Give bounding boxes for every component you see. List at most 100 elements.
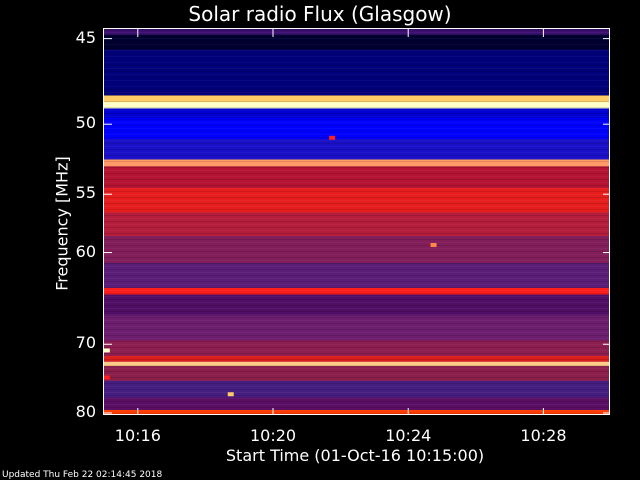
texture-line bbox=[104, 176, 609, 177]
frequency-band bbox=[104, 49, 609, 96]
texture-line bbox=[104, 122, 609, 123]
texture-line bbox=[104, 410, 609, 411]
texture-line bbox=[104, 32, 609, 33]
texture-line bbox=[104, 296, 609, 297]
texture-line bbox=[104, 125, 609, 126]
texture-line bbox=[104, 356, 609, 357]
burst-spot bbox=[329, 135, 336, 140]
texture-line bbox=[104, 269, 609, 270]
texture-line bbox=[104, 398, 609, 399]
texture-line bbox=[104, 320, 609, 321]
texture-line bbox=[104, 143, 609, 144]
texture-line bbox=[104, 236, 609, 237]
texture-line bbox=[104, 329, 609, 330]
texture-line bbox=[104, 221, 609, 222]
texture-line bbox=[104, 392, 609, 393]
texture-line bbox=[104, 131, 609, 132]
texture-line bbox=[104, 371, 609, 372]
texture-line bbox=[104, 98, 609, 99]
texture-line bbox=[104, 335, 609, 336]
texture-line bbox=[104, 353, 609, 354]
frequency-band bbox=[104, 355, 609, 362]
texture-line bbox=[104, 140, 609, 141]
texture-line bbox=[104, 248, 609, 249]
texture-line bbox=[104, 401, 609, 402]
texture-line bbox=[104, 308, 609, 309]
spectrogram-heatmap bbox=[104, 29, 609, 414]
frequency-band bbox=[104, 263, 609, 288]
texture-line bbox=[104, 173, 609, 174]
y-tick-label: 50 bbox=[75, 113, 96, 133]
frequency-band bbox=[104, 159, 609, 167]
texture-line bbox=[104, 185, 609, 186]
texture-line bbox=[104, 107, 609, 108]
texture-line bbox=[104, 311, 609, 312]
y-tick-label: 45 bbox=[75, 27, 96, 47]
texture-line bbox=[104, 128, 609, 129]
texture-line bbox=[104, 200, 609, 201]
texture-line bbox=[104, 317, 609, 318]
texture-line bbox=[104, 299, 609, 300]
texture-line bbox=[104, 242, 609, 243]
texture-line bbox=[104, 89, 609, 90]
frequency-band bbox=[104, 139, 609, 160]
frequency-band bbox=[104, 187, 609, 213]
texture-line bbox=[104, 281, 609, 282]
x-tick-label: 10:24 bbox=[385, 426, 432, 445]
texture-line bbox=[104, 341, 609, 342]
frequency-band bbox=[104, 294, 609, 316]
frequency-band bbox=[104, 212, 609, 237]
texture-line bbox=[104, 227, 609, 228]
texture-line bbox=[104, 161, 609, 162]
texture-line bbox=[104, 95, 609, 96]
texture-line bbox=[104, 323, 609, 324]
texture-line bbox=[104, 395, 609, 396]
x-tick-label: 10:20 bbox=[250, 426, 297, 445]
frequency-band bbox=[104, 117, 609, 140]
frequency-band bbox=[104, 287, 609, 295]
texture-line bbox=[104, 380, 609, 381]
burst-spot bbox=[104, 375, 110, 380]
texture-line bbox=[104, 50, 609, 51]
y-tick-label: 70 bbox=[75, 333, 96, 353]
texture-line bbox=[104, 179, 609, 180]
texture-line bbox=[104, 170, 609, 171]
texture-line bbox=[104, 29, 609, 30]
texture-line bbox=[104, 284, 609, 285]
texture-line bbox=[104, 290, 609, 291]
texture-line bbox=[104, 137, 609, 138]
texture-line bbox=[104, 56, 609, 57]
texture-line bbox=[104, 413, 609, 414]
texture-line bbox=[104, 365, 609, 366]
texture-line bbox=[104, 233, 609, 234]
texture-line bbox=[104, 203, 609, 204]
texture-line bbox=[104, 35, 609, 36]
frequency-band bbox=[104, 236, 609, 264]
texture-line bbox=[104, 389, 609, 390]
texture-line bbox=[104, 119, 609, 120]
texture-line bbox=[104, 287, 609, 288]
x-axis-label: Start Time (01-Oct-16 10:15:00) bbox=[225, 446, 485, 465]
burst-spot bbox=[104, 348, 110, 353]
y-tick-label: 80 bbox=[75, 402, 96, 421]
texture-line bbox=[104, 104, 609, 105]
texture-line bbox=[104, 191, 609, 192]
texture-line bbox=[104, 71, 609, 72]
burst-spot bbox=[430, 242, 437, 247]
texture-line bbox=[104, 74, 609, 75]
texture-line bbox=[104, 92, 609, 93]
plot-area bbox=[103, 28, 610, 415]
texture-line bbox=[104, 59, 609, 60]
texture-line bbox=[104, 47, 609, 48]
texture-line bbox=[104, 155, 609, 156]
texture-line bbox=[104, 113, 609, 114]
y-tick-label: 55 bbox=[75, 183, 96, 203]
frequency-band bbox=[104, 409, 609, 414]
texture-line bbox=[104, 134, 609, 135]
frequency-band bbox=[104, 397, 609, 410]
frequency-band bbox=[104, 361, 609, 367]
texture-line bbox=[104, 368, 609, 369]
texture-line bbox=[104, 68, 609, 69]
frequency-band bbox=[104, 366, 609, 381]
frequency-band bbox=[104, 34, 609, 50]
